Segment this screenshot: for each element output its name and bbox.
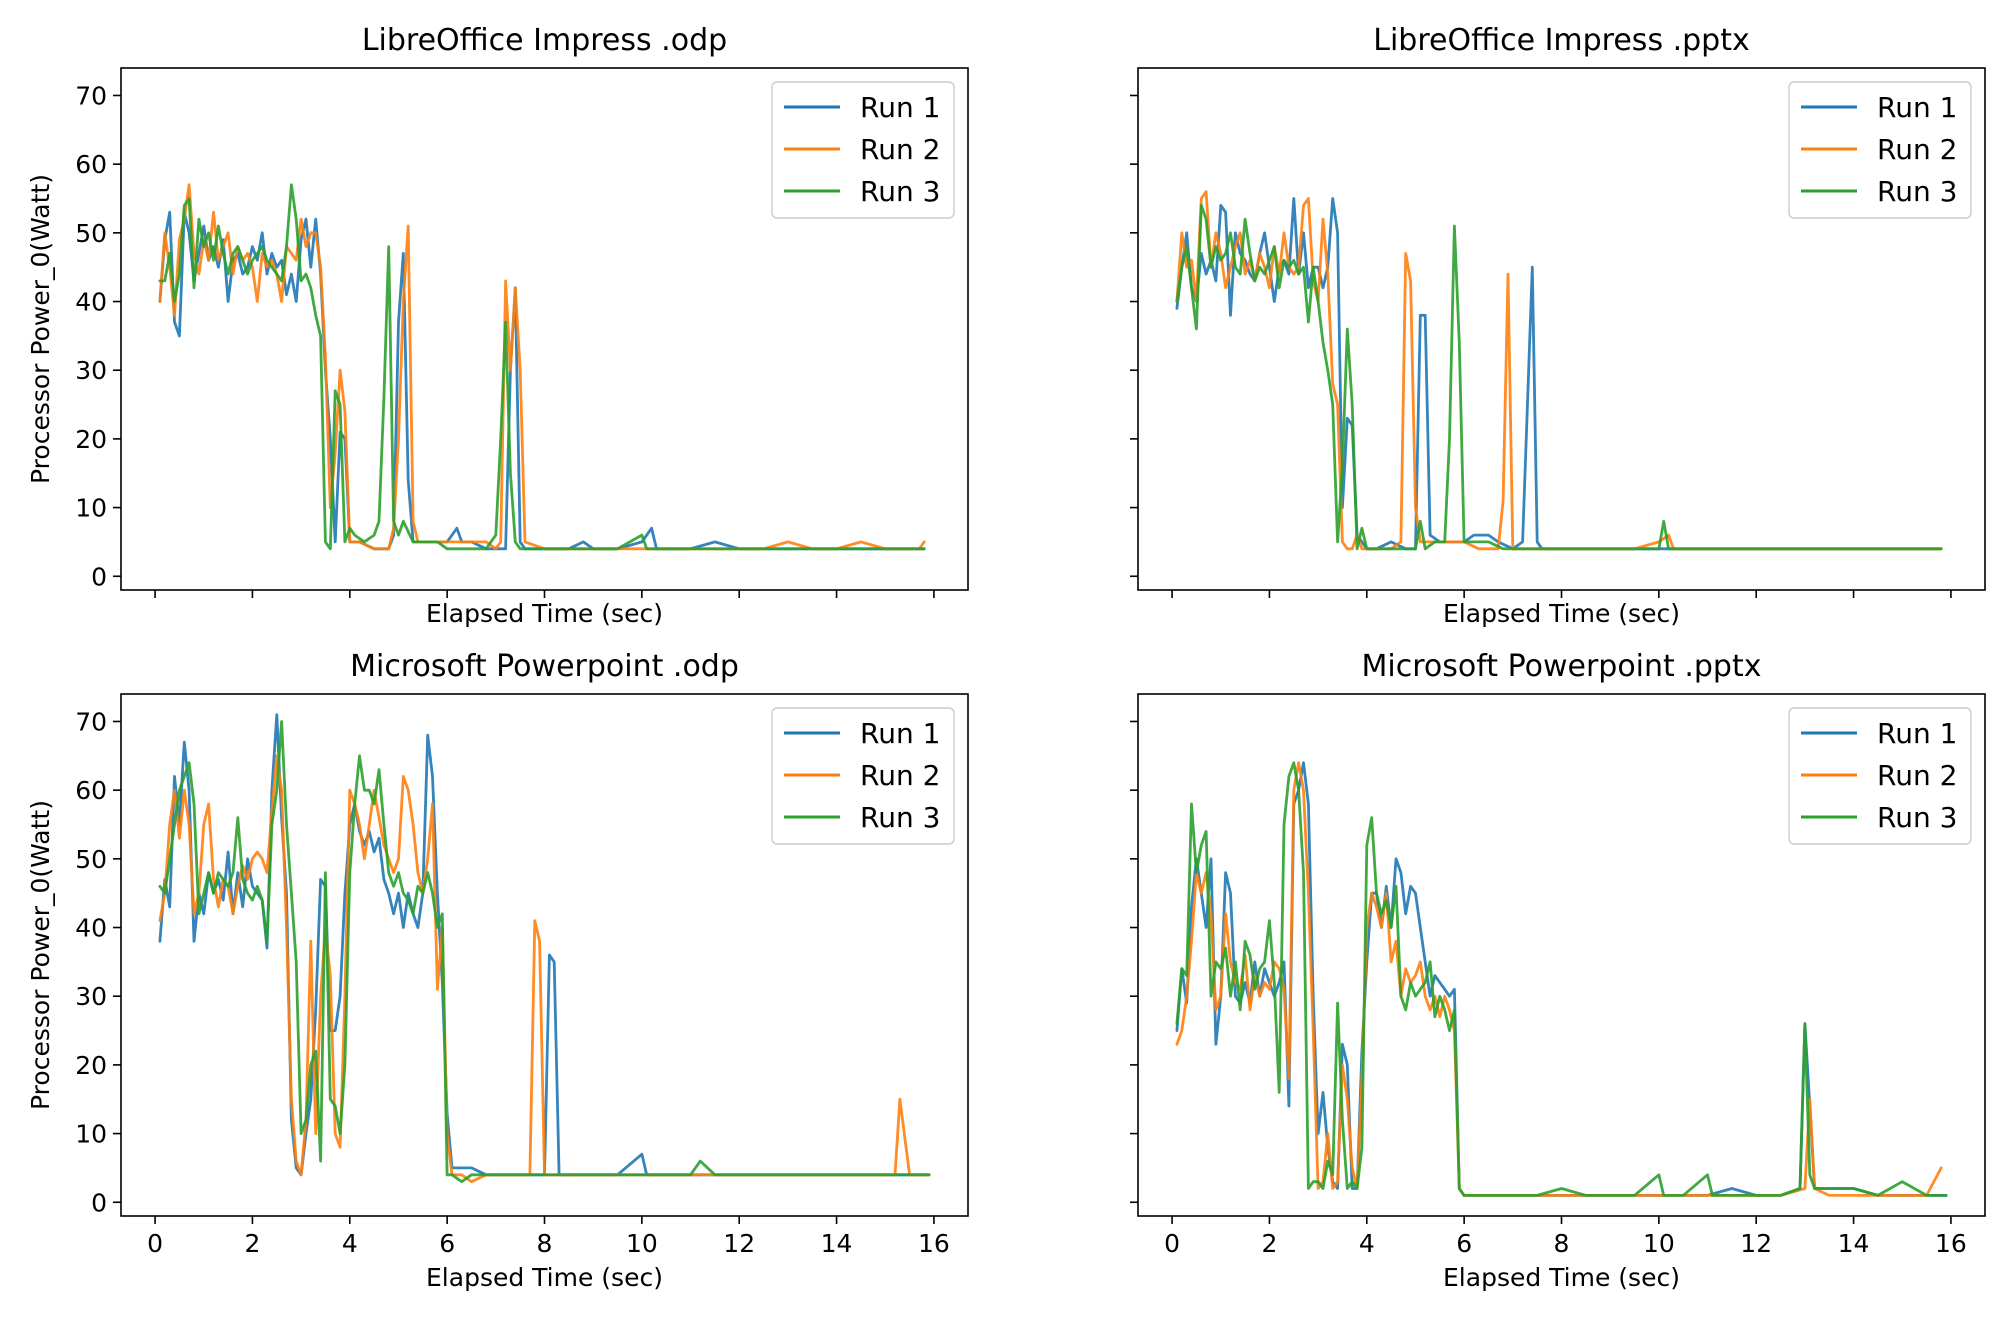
y-tick-label: 40 (75, 288, 107, 317)
subplot-title: LibreOffice Impress .odp (362, 23, 727, 58)
subplot-title: Microsoft Powerpoint .odp (350, 649, 739, 684)
legend-label: Run 3 (860, 175, 940, 208)
subplot-2: LibreOffice Impress .pptx Elapsed Time (s… (1130, 23, 1986, 628)
y-tick-label: 20 (75, 1051, 107, 1080)
x-tick-label: 10 (626, 1229, 658, 1258)
plot-area (158, 713, 931, 1184)
x-axis-label: Elapsed Time (sec) (426, 599, 663, 628)
y-tick-label: 30 (75, 982, 107, 1011)
y-tick-label: 30 (75, 356, 107, 385)
subplot-title: LibreOffice Impress .pptx (1373, 23, 1750, 58)
legend-label: Run 2 (1877, 133, 1957, 166)
legend-label: Run 2 (1877, 759, 1957, 792)
series-line-run-3 (1175, 761, 1948, 1197)
legend: Run 1 Run 2 Run 3 (1788, 81, 1972, 219)
y-axis-label: Processor Power_0(Watt) (26, 174, 55, 484)
series-line-run-3 (158, 720, 931, 1184)
legend: Run 1 Run 2 Run 3 (771, 707, 955, 845)
y-tick-label: 70 (75, 81, 107, 110)
y-tick-label: 50 (75, 219, 107, 248)
subplot-4: Microsoft Powerpoint .pptx 0 2 4 6 8 10 12 14 16 E… (1130, 649, 1986, 1292)
series-line-run-3 (158, 183, 926, 551)
x-tick-label: 0 (1164, 1229, 1180, 1258)
x-tick-label: 0 (147, 1229, 163, 1258)
legend-box (771, 707, 955, 845)
x-tick-label: 16 (918, 1229, 950, 1258)
x-tick-label: 4 (342, 1229, 358, 1258)
y-tick-label: 60 (75, 776, 107, 805)
legend-label: Run 1 (1877, 91, 1957, 124)
y-tick-label: 50 (75, 845, 107, 874)
y-tick-label: 70 (75, 707, 107, 736)
subplot-title: Microsoft Powerpoint .pptx (1362, 649, 1762, 684)
x-tick-label: 6 (439, 1229, 455, 1258)
subplot-3: Microsoft Powerpoint .odp 0 2 4 6 8 10 12 14 16 0 1… (26, 649, 969, 1292)
x-tick-label: 8 (1554, 1229, 1570, 1258)
x-tick-label: 2 (1261, 1229, 1277, 1258)
x-tick-label: 12 (723, 1229, 755, 1258)
x-axis-label: Elapsed Time (sec) (1443, 599, 1680, 628)
x-tick-label: 14 (1838, 1229, 1870, 1258)
x-tick-label: 10 (1643, 1229, 1675, 1258)
y-tick-label: 10 (75, 494, 107, 523)
x-tick-label: 4 (1359, 1229, 1375, 1258)
x-axis-label: Elapsed Time (sec) (426, 1263, 663, 1292)
legend-label: Run 2 (860, 133, 940, 166)
legend-label: Run 3 (1877, 801, 1957, 834)
legend-label: Run 2 (860, 759, 940, 792)
y-tick-label: 20 (75, 425, 107, 454)
y-axis-label: Processor Power_0(Watt) (26, 800, 55, 1110)
legend-label: Run 3 (860, 801, 940, 834)
legend-label: Run 1 (860, 717, 940, 750)
series-line-run-3 (1175, 204, 1943, 551)
y-tick-label: 60 (75, 150, 107, 179)
x-tick-label: 12 (1740, 1229, 1772, 1258)
x-tick-label: 6 (1456, 1229, 1472, 1258)
subplot-1: LibreOffice Impress .odp 0 10 20 30 40 50 60 70 E… (26, 23, 969, 628)
plot-area (158, 183, 926, 551)
plot-area (1175, 190, 1943, 551)
y-tick-label: 0 (91, 1188, 107, 1217)
x-axis-label: Elapsed Time (sec) (1443, 1263, 1680, 1292)
plot-area (1175, 761, 1948, 1197)
y-tick-label: 10 (75, 1120, 107, 1149)
legend-label: Run 1 (1877, 717, 1957, 750)
y-tick-label: 40 (75, 914, 107, 943)
x-tick-label: 14 (821, 1229, 853, 1258)
x-tick-label: 16 (1935, 1229, 1967, 1258)
legend-box (1788, 81, 1972, 219)
legend: Run 1 Run 2 Run 3 (771, 81, 955, 219)
x-tick-label: 2 (244, 1229, 260, 1258)
legend-label: Run 1 (860, 91, 940, 124)
legend-label: Run 3 (1877, 175, 1957, 208)
series-line-run-2 (1175, 190, 1943, 551)
y-tick-label: 0 (91, 562, 107, 591)
legend-box (771, 81, 955, 219)
legend: Run 1 Run 2 Run 3 (1788, 707, 1972, 845)
x-tick-label: 8 (537, 1229, 553, 1258)
legend-box (1788, 707, 1972, 845)
